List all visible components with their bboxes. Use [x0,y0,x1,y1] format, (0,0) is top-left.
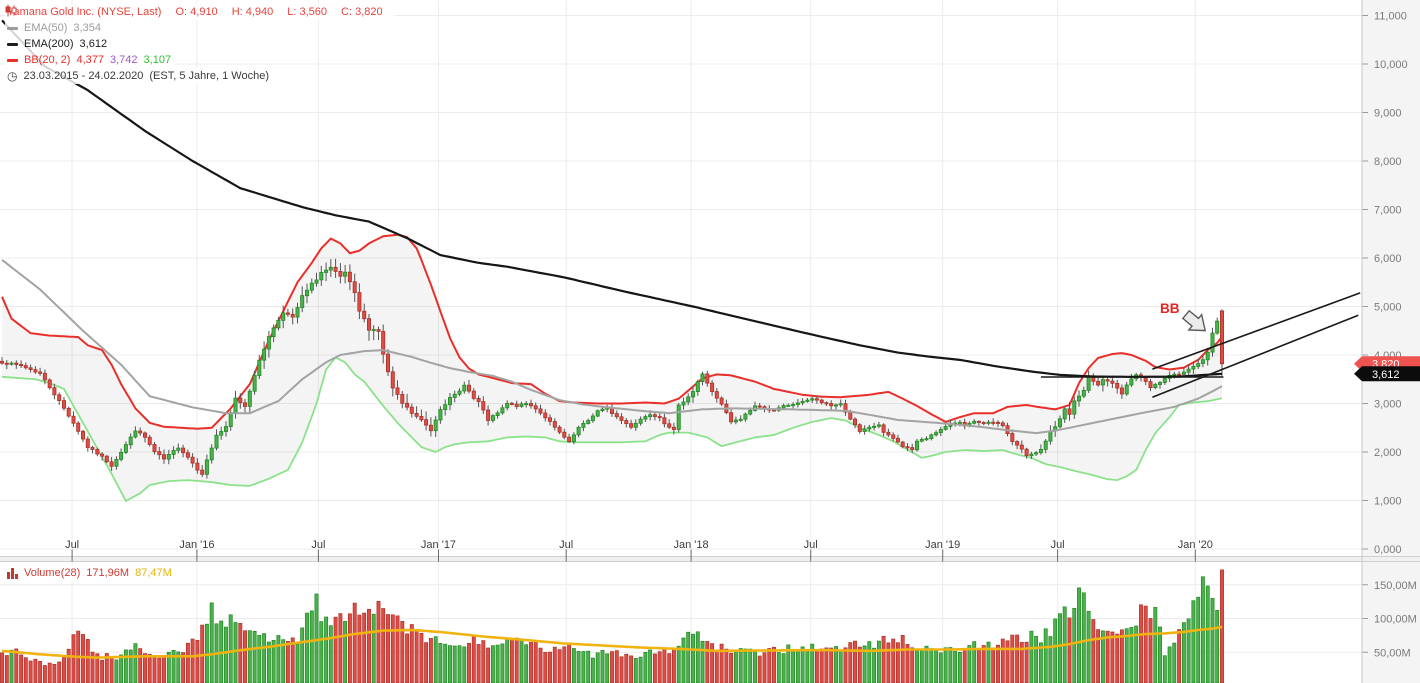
legend-row-ema50[interactable]: EMA(50) 3,354 [5,20,105,36]
svg-text:8,000: 8,000 [1374,156,1402,168]
svg-text:6,000: 6,000 [1374,253,1402,265]
svg-text:150,00M: 150,00M [1374,580,1417,592]
bb-swatch [7,58,18,62]
svg-text:1,000: 1,000 [1374,496,1402,508]
svg-text:9,000: 9,000 [1374,108,1402,120]
grid [0,0,1362,683]
svg-text:2,000: 2,000 [1374,447,1402,459]
svg-text:5,000: 5,000 [1374,302,1402,314]
ema200-value: 3,612 [79,38,108,50]
bb-lower-value: 3,107 [143,54,172,66]
volume-ma-line [1,625,1223,659]
svg-text:Jan '20: Jan '20 [1178,539,1213,551]
trendlines[interactable] [1040,292,1361,398]
ohlc-low: L: 3,560 [287,6,328,18]
svg-text:Jul: Jul [804,539,818,551]
volume-legend[interactable]: Volume(28) 171,96M 87,47M [4,565,178,582]
svg-text:10,000: 10,000 [1374,59,1408,71]
timezone-period: (EST, 5 Jahre, 1 Woche) [149,70,269,82]
ema200-label: EMA(200) [24,38,74,50]
svg-text:Jan '17: Jan '17 [421,539,456,551]
ema50-label: EMA(50) [24,22,68,34]
ema50-line [1,259,1223,435]
svg-text:Jul: Jul [559,539,573,551]
candles-layer [0,258,1225,479]
candlestick-icon [5,4,17,17]
axis-gutter [1362,0,1420,683]
indicator-legend: Yamana Gold Inc. (NYSE, Last) O: 4,910 H… [5,4,395,84]
ohlc-close: C: 3,820 [341,6,383,18]
clock-icon: ◷ [7,69,18,83]
x-axis: Jul Jan '16 Jul Jan '17 Jul Jan '18 Jul Jan '19… [65,539,1213,562]
legend-row-symbol[interactable]: Yamana Gold Inc. (NYSE, Last) O: 4,910 H… [5,4,395,20]
volume-value: 171,96M [86,567,130,579]
svg-text:Jan '16: Jan '16 [179,539,214,551]
ema50-swatch [7,26,18,30]
legend-row-bb[interactable]: BB(20, 2) 4,377 3,742 3,107 [5,52,176,68]
bb-annotation-label[interactable]: BB [1160,301,1180,316]
channel-upper-line [1152,292,1361,370]
legend-row-daterange: ◷ 23.03.2015 - 24.02.2020 (EST, 5 Jahre,… [5,68,273,84]
volume-axis: 50,00M 100,00M 150,00M [1362,580,1417,659]
svg-text:Jan '18: Jan '18 [674,539,709,551]
bb-middle-value: 3,742 [110,54,138,66]
bb-upper-value: 4,377 [76,54,104,66]
svg-text:Jul: Jul [65,539,79,551]
volume-label: Volume(28) [24,567,81,579]
legend-row-ema200[interactable]: EMA(200) 3,612 [5,36,112,52]
volume-bars-icon [7,568,18,579]
ema200-swatch [7,42,18,46]
svg-text:Jul: Jul [1051,539,1065,551]
svg-text:Jul: Jul [311,539,325,551]
date-range: 23.03.2015 - 24.02.2020 [23,70,144,82]
arrow-annotation-icon[interactable] [1180,307,1212,338]
bollinger-band [1,233,1223,503]
ohlc-high: H: 4,940 [231,6,274,18]
symbol-title: Yamana Gold Inc. (NYSE, Last) [7,6,162,18]
volume-ma-value: 87,47M [135,567,172,579]
svg-text:100,00M: 100,00M [1374,614,1417,626]
ema50-value: 3,354 [73,22,101,34]
svg-text:50,00M: 50,00M [1374,647,1411,659]
svg-text:0,000: 0,000 [1374,544,1402,556]
svg-text:Jan '19: Jan '19 [925,539,960,551]
pane-separator [0,556,1420,562]
svg-text:11,000: 11,000 [1374,11,1407,23]
ema200-line [1,19,1223,378]
ema-lines [1,19,1223,435]
volume-layer [0,569,1224,683]
bb-label: BB(20, 2) [24,54,71,66]
svg-text:7,000: 7,000 [1374,205,1402,217]
ohlc-open: O: 4,910 [175,6,218,18]
svg-text:3,000: 3,000 [1374,399,1402,411]
channel-lower-line [1152,314,1359,398]
svg-text:3,612: 3,612 [1372,369,1400,381]
